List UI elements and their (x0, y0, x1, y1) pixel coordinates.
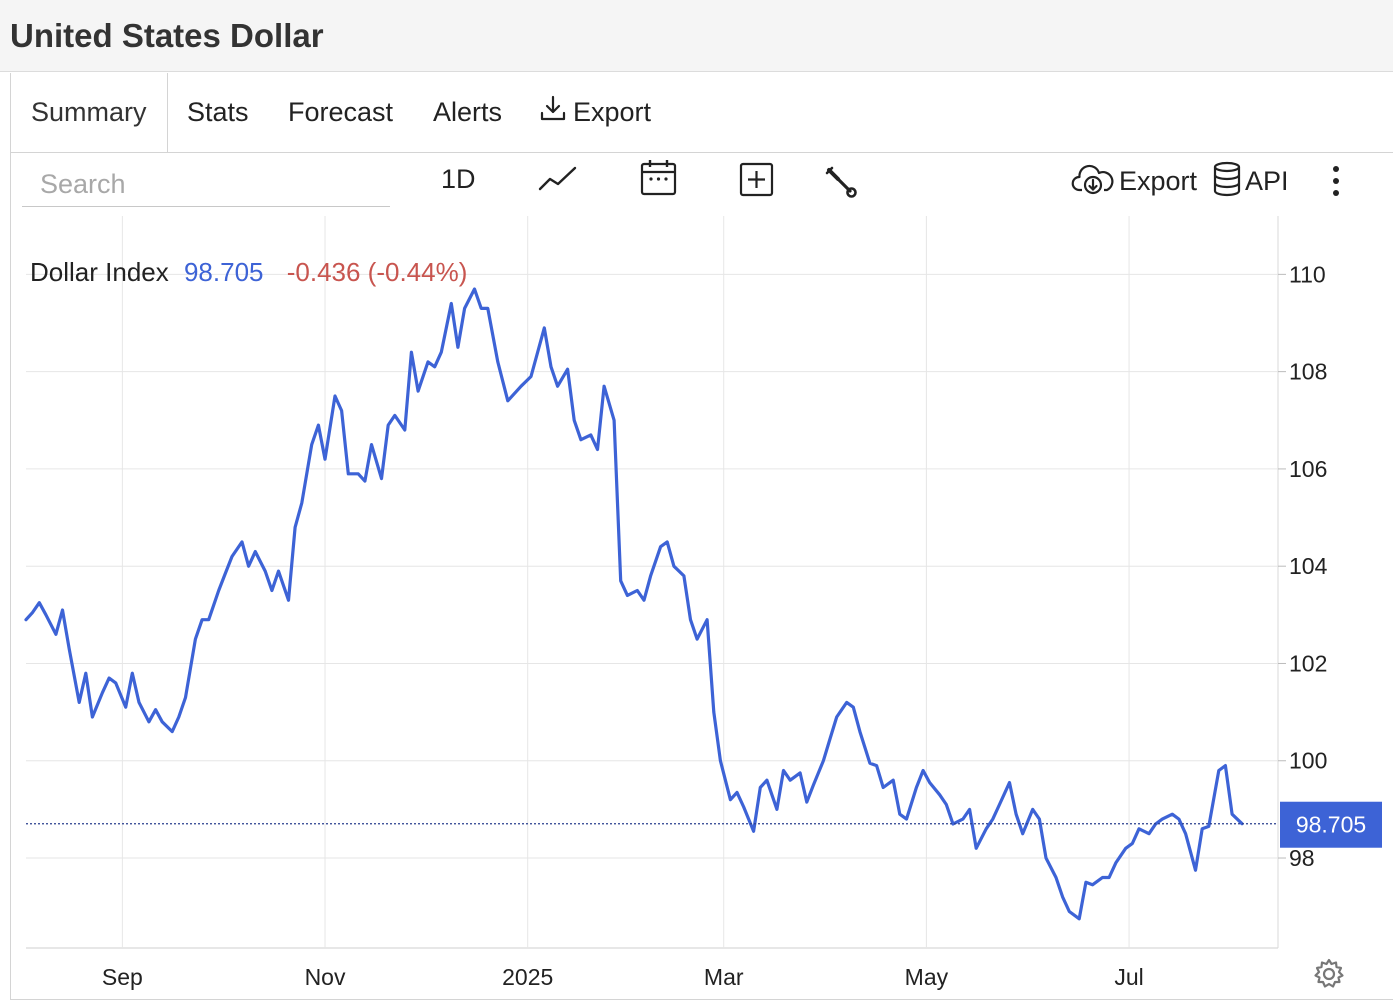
y-tick-label: 108 (1289, 359, 1327, 385)
export-button[interactable]: Export (1071, 161, 1197, 202)
download-icon (539, 74, 567, 153)
x-tick-label: Nov (305, 964, 346, 990)
export-label: Export (1119, 166, 1198, 196)
legend-change: -0.436 (-0.44%) (287, 257, 468, 287)
line-chart-icon[interactable] (538, 163, 578, 200)
last-value-tag-background (1280, 801, 1382, 848)
y-tick-label: 102 (1289, 650, 1327, 676)
period-button[interactable]: 1D (441, 164, 476, 194)
page-title: United States Dollar (10, 17, 324, 54)
gear-icon[interactable] (1313, 958, 1345, 995)
x-tick-label: May (905, 964, 949, 990)
search-input[interactable] (22, 163, 390, 207)
dollar-index-line (24, 287, 1244, 921)
last-value-tag: 98.705 (1280, 801, 1382, 848)
database-icon (1212, 161, 1242, 202)
y-tick-label: 98 (1289, 845, 1315, 871)
cloud-download-icon (1071, 161, 1115, 202)
y-tick-label: 104 (1289, 553, 1328, 579)
x-tick-label: Jul (1114, 964, 1143, 990)
tab-bar: Summary Stats Forecast Alerts Export (10, 73, 1393, 153)
chart-grid (26, 216, 1279, 949)
api-button[interactable]: API (1212, 161, 1289, 202)
x-tick-label: Mar (704, 964, 744, 990)
y-tick-label: 100 (1289, 748, 1327, 774)
tab-summary[interactable]: Summary (11, 73, 168, 152)
api-label: API (1245, 166, 1289, 196)
tab-stats[interactable]: Stats (187, 97, 249, 127)
title-bar: United States Dollar (0, 0, 1393, 72)
chart-series (24, 287, 1244, 921)
wrench-icon[interactable] (824, 165, 860, 206)
tab-forecast[interactable]: Forecast (288, 97, 394, 127)
legend-series-name: Dollar Index (30, 257, 169, 287)
y-axis: 98 100 102 104 106 108 110 (1278, 261, 1328, 871)
tab-alerts[interactable]: Alerts (433, 97, 503, 127)
tab-export[interactable]: Export (539, 73, 651, 152)
calendar-icon[interactable] (640, 158, 678, 203)
plus-box-icon[interactable] (739, 162, 775, 203)
x-tick-label: 2025 (502, 964, 553, 990)
x-axis: Sep Nov 2025 Mar May Jul (102, 964, 1144, 990)
chart-legend: Dollar Index 98.705 -0.436 (-0.44%) (30, 257, 467, 287)
last-value-label: 98.705 (1296, 812, 1366, 838)
y-tick-label: 110 (1289, 261, 1326, 287)
more-vertical-icon[interactable] (1328, 164, 1344, 203)
legend-price: 98.705 (184, 257, 264, 287)
tab-export-label: Export (573, 97, 652, 127)
y-tick-label: 106 (1289, 456, 1327, 482)
x-tick-label: Sep (102, 964, 143, 990)
